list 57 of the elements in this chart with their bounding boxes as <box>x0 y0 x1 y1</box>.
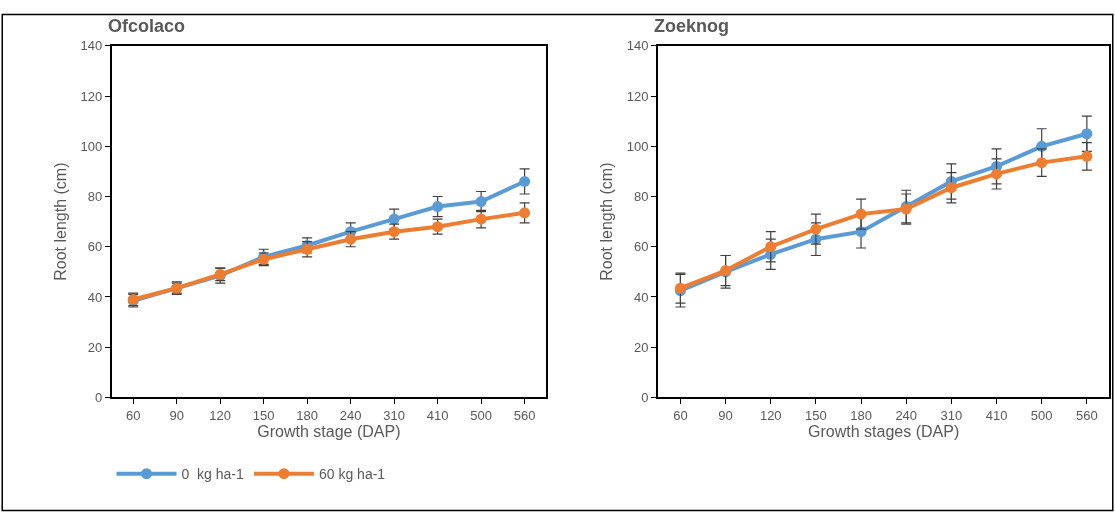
y-tick-label: 100 <box>626 138 649 154</box>
x-tick-label: 560 <box>513 407 536 423</box>
x-tick-label: 90 <box>169 407 184 423</box>
x-tick-label: 560 <box>1076 407 1098 423</box>
x-tick-label: 180 <box>296 407 319 423</box>
y-tick-label: 40 <box>634 289 649 305</box>
x-tick-label: 150 <box>805 407 827 423</box>
y-tick-label: 60 <box>87 239 103 255</box>
y-tick-label: 20 <box>87 339 103 355</box>
x-tick-label: 120 <box>759 407 782 423</box>
x-tick-label: 410 <box>426 407 449 423</box>
y-tick-label: 80 <box>87 189 103 205</box>
x-tick-label: 90 <box>718 407 733 423</box>
point <box>475 196 487 208</box>
x-tick-label: 150 <box>252 407 275 423</box>
point <box>1081 150 1093 162</box>
x-tick-label: 180 <box>850 407 872 423</box>
x-tick-label: 60 <box>126 407 141 423</box>
y-tick-label: 80 <box>634 189 649 205</box>
point <box>855 208 867 220</box>
point <box>519 207 531 219</box>
x-axis-title: Growth stages (DAP) <box>808 422 960 440</box>
legend-label: 60 kg ha-1 <box>318 466 386 483</box>
y-tick-label: 120 <box>626 88 649 104</box>
chart-title: Ofcolaco <box>108 16 186 36</box>
y-tick-label: 20 <box>634 339 649 355</box>
y-axis-title: Root length (cm) <box>51 162 69 281</box>
y-tick-label: 140 <box>80 38 103 54</box>
y-tick-label: 100 <box>80 138 103 154</box>
y-axis-title: Root length (cm) <box>598 162 616 281</box>
x-tick-label: 240 <box>339 407 362 423</box>
y-tick-label: 140 <box>626 38 649 54</box>
point <box>1081 128 1093 140</box>
y-tick-label: 60 <box>634 239 649 255</box>
chart-title: Zoeknog <box>654 16 729 36</box>
y-tick-label: 0 <box>94 389 103 405</box>
point <box>945 182 957 194</box>
y-tick-label: 40 <box>87 289 103 305</box>
x-tick-label: 240 <box>895 407 918 423</box>
point <box>991 168 1003 180</box>
point <box>1036 157 1048 169</box>
x-tick-label: 310 <box>383 407 405 423</box>
point <box>810 223 822 235</box>
point <box>519 175 531 187</box>
x-axis-title: Growth stage (DAP) <box>257 422 401 440</box>
point <box>432 201 444 213</box>
y-tick-label: 120 <box>80 88 103 104</box>
point <box>475 213 487 225</box>
x-tick-label: 410 <box>985 407 1008 423</box>
point <box>765 241 777 253</box>
x-tick-label: 500 <box>470 407 492 423</box>
legend-label: 0 kg ha-1 <box>181 466 244 483</box>
x-tick-label: 500 <box>1030 407 1053 423</box>
x-tick-label: 310 <box>940 407 963 423</box>
x-tick-label: 120 <box>209 407 232 423</box>
x-tick-label: 60 <box>673 407 688 423</box>
y-tick-label: 0 <box>641 389 649 405</box>
